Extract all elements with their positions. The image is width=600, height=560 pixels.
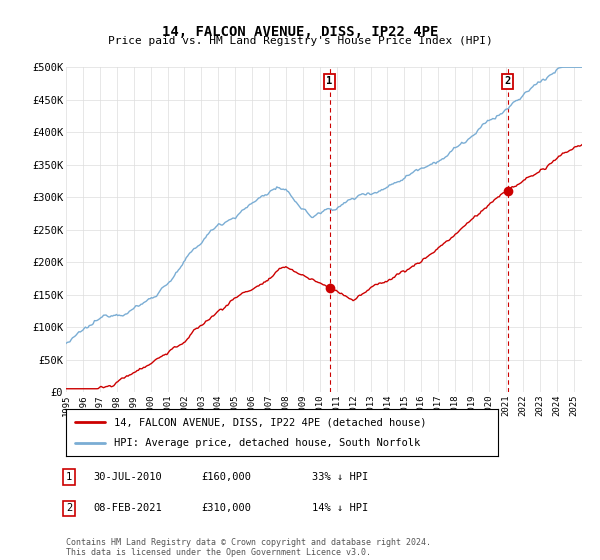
Text: HPI: Average price, detached house, South Norfolk: HPI: Average price, detached house, Sout…: [113, 438, 420, 448]
Text: 2: 2: [66, 503, 72, 514]
Text: 14% ↓ HPI: 14% ↓ HPI: [312, 503, 368, 514]
Text: 08-FEB-2021: 08-FEB-2021: [93, 503, 162, 514]
Text: Contains HM Land Registry data © Crown copyright and database right 2024.
This d: Contains HM Land Registry data © Crown c…: [66, 538, 431, 557]
Text: £310,000: £310,000: [201, 503, 251, 514]
Text: 1: 1: [66, 472, 72, 482]
Text: 33% ↓ HPI: 33% ↓ HPI: [312, 472, 368, 482]
Text: Price paid vs. HM Land Registry's House Price Index (HPI): Price paid vs. HM Land Registry's House …: [107, 36, 493, 46]
Text: 30-JUL-2010: 30-JUL-2010: [93, 472, 162, 482]
Text: 2: 2: [505, 77, 511, 86]
Text: 14, FALCON AVENUE, DISS, IP22 4PE (detached house): 14, FALCON AVENUE, DISS, IP22 4PE (detac…: [113, 417, 426, 427]
Text: 14, FALCON AVENUE, DISS, IP22 4PE: 14, FALCON AVENUE, DISS, IP22 4PE: [162, 25, 438, 39]
Text: 1: 1: [326, 77, 333, 86]
Text: £160,000: £160,000: [201, 472, 251, 482]
